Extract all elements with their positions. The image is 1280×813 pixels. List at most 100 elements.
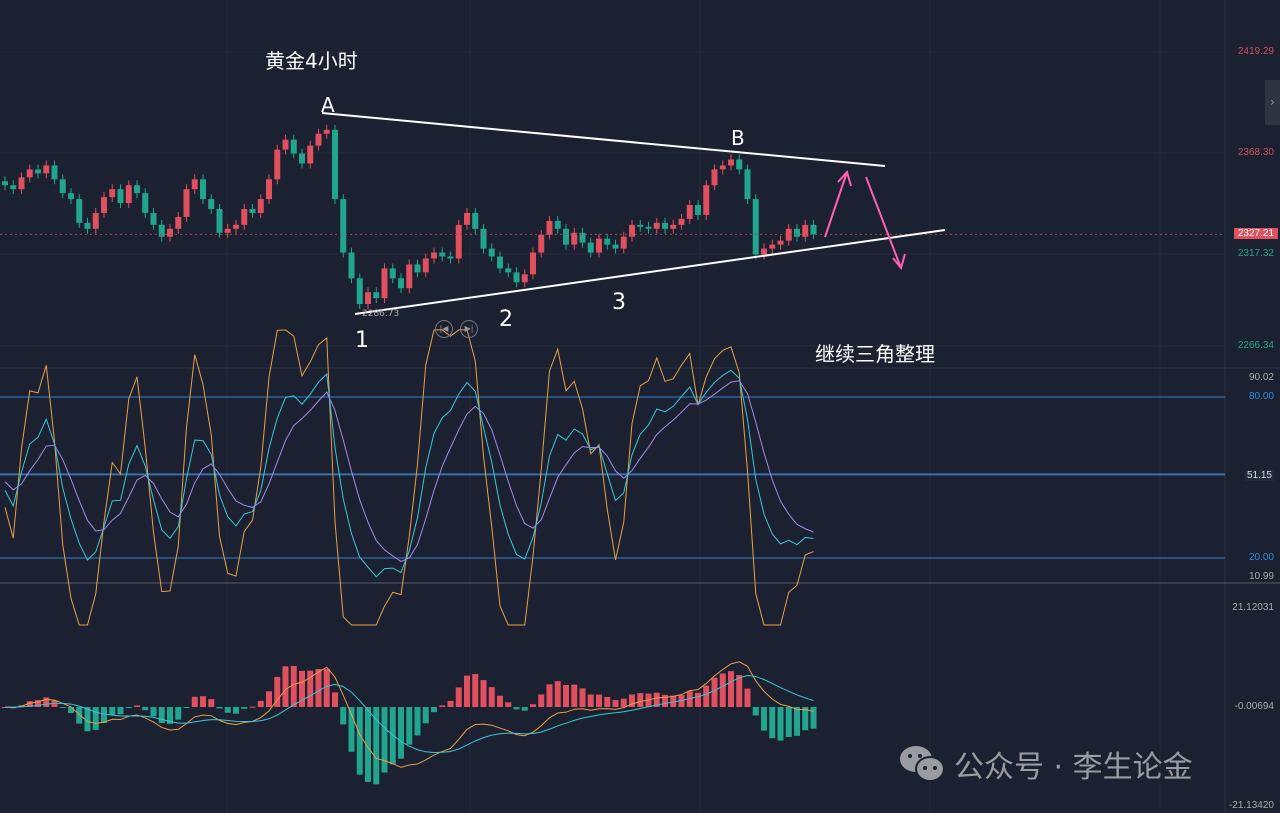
macd-histogram-bar	[662, 694, 668, 707]
candle-body	[505, 268, 512, 273]
candle-body	[645, 226, 652, 229]
candle-body	[464, 212, 470, 225]
point-a-label: A	[321, 93, 335, 117]
macd-histogram-bar	[109, 707, 116, 716]
candle-body	[389, 268, 396, 279]
macd-histogram-bar	[26, 701, 33, 707]
macd-histogram-bar	[332, 692, 338, 707]
macd-histogram-bar	[101, 707, 107, 724]
macd-histogram-bar	[76, 707, 83, 724]
candle-body	[480, 228, 487, 249]
macd-histogram-bar	[736, 674, 743, 707]
macd-histogram-bar	[777, 707, 784, 741]
macd-histogram-bar	[587, 694, 594, 707]
candle-body	[282, 139, 289, 150]
candle-body	[315, 133, 322, 146]
candle-body	[719, 165, 726, 170]
candle-body	[299, 153, 305, 164]
chart-title: 黄金4小时	[265, 49, 358, 73]
macd-histogram-bar	[356, 707, 363, 775]
macd-histogram-bar	[59, 707, 66, 708]
macd-histogram-bar	[554, 681, 561, 707]
kdj-current: 51.15	[1244, 470, 1274, 481]
macd-histogram-bar	[422, 707, 429, 724]
macd-histogram-bar	[571, 684, 578, 707]
candle-body	[678, 218, 685, 225]
macd-histogram-bar	[538, 694, 545, 707]
up-arrow-icon	[824, 169, 852, 238]
candle-body	[810, 224, 817, 235]
candle-body	[241, 208, 248, 225]
candle-body	[653, 222, 660, 229]
candle-body	[68, 193, 74, 200]
macd-histogram-bar	[92, 707, 99, 730]
macd-histogram-bar	[257, 700, 264, 707]
macd-histogram-bar	[546, 684, 553, 707]
scroll-to-end-button[interactable]: ▶|	[460, 320, 478, 338]
candle-body	[101, 197, 107, 213]
macd-histogram-bar	[447, 700, 454, 707]
macd-histogram-bar	[241, 707, 248, 709]
macd-histogram-bar	[414, 707, 421, 736]
candle-body	[447, 256, 454, 259]
candle-body	[18, 177, 25, 190]
point-b-label: B	[731, 126, 745, 150]
scroll-to-start-button[interactable]: |◀	[435, 320, 453, 338]
candle-body	[257, 199, 264, 213]
candle-body	[208, 199, 215, 209]
candle-body	[802, 224, 809, 237]
watermark-text: 公众号 · 李生论金	[954, 750, 1193, 785]
macd-histogram-bar	[604, 696, 611, 707]
candle-body	[340, 199, 347, 253]
macd-histogram-bar	[728, 671, 734, 707]
macd-histogram-bar	[167, 707, 173, 724]
macd-tick: 21.12031	[1232, 602, 1274, 613]
candle-body	[711, 169, 718, 186]
macd-histogram-bar	[719, 673, 726, 707]
macd-histogram-bar	[480, 680, 487, 707]
candle-body	[175, 216, 182, 229]
candle-body	[266, 179, 272, 200]
candle-body	[224, 228, 231, 233]
macd-histogram-bar	[299, 670, 305, 707]
candle-body	[109, 189, 116, 198]
candle-body	[356, 278, 363, 305]
macd-histogram-bar	[472, 673, 479, 707]
collapse-panel-button[interactable]: ›	[1265, 80, 1280, 125]
candle-body	[769, 244, 776, 249]
price-tick: 2419.29	[1237, 46, 1274, 57]
candle-body	[637, 224, 644, 227]
down-arrow-icon	[865, 176, 906, 271]
macd-histogram-bar	[125, 707, 132, 708]
candle-body	[183, 189, 190, 217]
macd-histogram-bar	[810, 707, 817, 729]
candle-body	[629, 224, 635, 237]
candle-body	[422, 258, 429, 273]
macd-histogram-bar	[183, 707, 190, 708]
candle-body	[307, 145, 314, 164]
macd-histogram-bar	[43, 697, 50, 707]
macd-histogram-bar	[637, 693, 644, 707]
candle-body	[59, 179, 66, 194]
touch-2-label: 2	[499, 307, 513, 332]
candle-body	[249, 208, 256, 213]
comment-label: 继续三角整理	[815, 342, 935, 366]
macd-histogram-bar	[629, 694, 635, 707]
candle-body	[530, 252, 536, 275]
candle-body	[777, 240, 784, 245]
candle-body	[233, 224, 239, 229]
candle-body	[150, 212, 157, 225]
macd-histogram-bar	[596, 694, 602, 707]
candle-body	[348, 252, 355, 279]
candle-body	[752, 199, 759, 255]
candle-body	[398, 278, 404, 289]
macd-histogram-bar	[233, 707, 239, 714]
touch-1-label: 1	[355, 328, 369, 353]
candle-body	[488, 248, 495, 257]
candle-body	[604, 238, 611, 245]
macd-histogram-bar	[68, 707, 74, 713]
macd-histogram-bar	[398, 707, 404, 759]
kdj-d-line	[4, 380, 814, 563]
macd-histogram-bar	[513, 707, 520, 710]
